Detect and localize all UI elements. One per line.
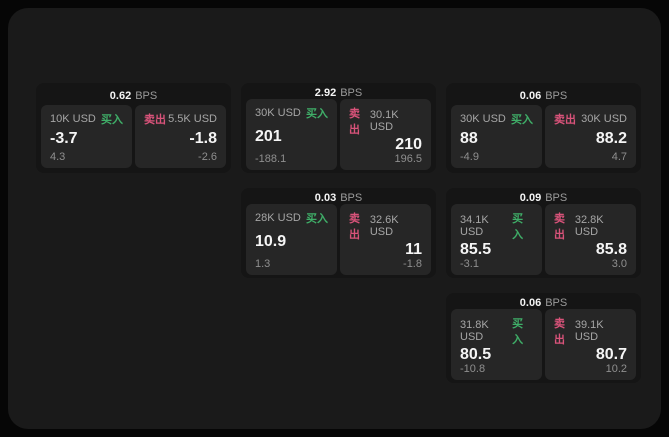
quote-card: 0.09 BPS 34.1K USD 买入 85.5 -3.1 卖出 32.8K… — [446, 188, 641, 278]
buy-tag: 买入 — [306, 213, 328, 225]
quote-card: 0.06 BPS 31.8K USD 买入 80.5 -10.8 卖出 39.1… — [446, 293, 641, 383]
sell-tag: 卖出 — [554, 318, 565, 346]
buy-price: 85.5 — [460, 241, 492, 258]
bps-value: 0.06 — [519, 297, 542, 309]
buy-tag: 买入 — [511, 114, 533, 126]
buy-tag: 买入 — [512, 213, 524, 241]
bps-unit-label: BPS — [340, 87, 363, 99]
buy-amount: 28K USD — [255, 212, 301, 224]
buy-price: 88 — [460, 130, 478, 147]
sell-sub-value: 10.2 — [605, 363, 627, 375]
app-page: 0.62 BPS 10K USD 买入 -3.7 4.3 卖出 5.5K USD — [8, 8, 661, 429]
bps-header: 0.03 BPS — [246, 192, 431, 204]
quote-card: 0.62 BPS 10K USD 买入 -3.7 4.3 卖出 5.5K USD — [36, 83, 231, 173]
sell-tag: 卖出 — [554, 213, 565, 241]
sell-amount: 30K USD — [581, 113, 627, 125]
buy-panel[interactable]: 30K USD 买入 201 -188.1 — [246, 99, 337, 170]
quote-card: 0.06 BPS 30K USD 买入 88 -4.9 卖出 30K USD — [446, 83, 641, 173]
bps-value: 0.62 — [109, 90, 132, 102]
sell-sub-value: 4.7 — [611, 151, 627, 163]
bps-header: 0.62 BPS — [41, 87, 226, 105]
buy-price: 201 — [255, 128, 282, 145]
sell-amount: 32.8K USD — [574, 214, 604, 238]
buy-tag: 买入 — [512, 318, 524, 346]
sell-sub-value: -2.6 — [198, 151, 217, 163]
sell-sub-value: 3.0 — [611, 258, 627, 270]
sell-panel[interactable]: 卖出 30K USD 88.2 4.7 — [545, 105, 636, 168]
buy-sub-value: 4.3 — [50, 151, 66, 163]
bps-value: 0.06 — [519, 90, 542, 102]
sell-price: 85.8 — [595, 241, 627, 258]
bps-value: 0.03 — [314, 192, 337, 204]
sell-tag: 卖出 — [144, 114, 166, 126]
buy-price: 10.9 — [255, 233, 287, 250]
buy-amount: 30K USD — [255, 107, 301, 119]
bps-unit-label: BPS — [545, 90, 568, 102]
sell-price: 210 — [395, 136, 422, 153]
buy-tag: 买入 — [101, 114, 123, 126]
buy-panel[interactable]: 31.8K USD 买入 80.5 -10.8 — [451, 309, 542, 380]
quote-grid: 0.62 BPS 10K USD 买入 -3.7 4.3 卖出 5.5K USD — [36, 83, 641, 383]
bps-header: 0.09 BPS — [451, 192, 636, 204]
sell-amount: 32.6K USD — [369, 214, 399, 238]
sell-tag: 卖出 — [349, 213, 360, 241]
sell-panel[interactable]: 卖出 39.1K USD 80.7 10.2 — [545, 309, 636, 380]
buy-panel[interactable]: 28K USD 买入 10.9 1.3 — [246, 204, 337, 275]
buy-tag: 买入 — [306, 108, 328, 120]
buy-sub-value: -3.1 — [460, 258, 479, 270]
sell-tag: 卖出 — [349, 108, 360, 136]
sell-price: -1.8 — [189, 130, 217, 147]
sell-amount: 30.1K USD — [369, 109, 399, 133]
sell-price: 80.7 — [595, 346, 627, 363]
bps-unit-label: BPS — [135, 90, 158, 102]
buy-panel[interactable]: 10K USD 买入 -3.7 4.3 — [41, 105, 132, 168]
bps-unit-label: BPS — [545, 192, 568, 204]
buy-sub-value: -4.9 — [460, 151, 479, 163]
bps-header: 2.92 BPS — [246, 87, 431, 99]
sell-panel[interactable]: 卖出 32.6K USD 11 -1.8 — [340, 204, 431, 275]
buy-amount: 31.8K USD — [460, 319, 489, 343]
sell-amount: 5.5K USD — [168, 113, 217, 125]
quote-card: 0.03 BPS 28K USD 买入 10.9 1.3 卖出 32.6K US… — [241, 188, 436, 278]
buy-price: 80.5 — [460, 346, 492, 363]
sell-panel[interactable]: 卖出 5.5K USD -1.8 -2.6 — [135, 105, 226, 168]
bps-unit-label: BPS — [545, 297, 568, 309]
buy-amount: 30K USD — [460, 113, 506, 125]
quote-card: 2.92 BPS 30K USD 买入 201 -188.1 卖出 30.1K … — [241, 83, 436, 173]
bps-header: 0.06 BPS — [451, 87, 636, 105]
sell-price: 88.2 — [595, 130, 627, 147]
bps-unit-label: BPS — [340, 192, 363, 204]
sell-panel[interactable]: 卖出 30.1K USD 210 196.5 — [340, 99, 431, 170]
buy-sub-value: -10.8 — [460, 363, 486, 375]
buy-panel[interactable]: 34.1K USD 买入 85.5 -3.1 — [451, 204, 542, 275]
sell-tag: 卖出 — [554, 114, 576, 126]
buy-sub-value: 1.3 — [255, 258, 271, 270]
buy-amount: 10K USD — [50, 113, 96, 125]
buy-amount: 34.1K USD — [460, 214, 489, 238]
sell-panel[interactable]: 卖出 32.8K USD 85.8 3.0 — [545, 204, 636, 275]
bps-value: 2.92 — [314, 87, 337, 99]
sell-price: 11 — [405, 241, 422, 258]
bps-header: 0.06 BPS — [451, 297, 636, 309]
bps-value: 0.09 — [519, 192, 542, 204]
sell-sub-value: 196.5 — [394, 153, 422, 165]
buy-sub-value: -188.1 — [255, 153, 287, 165]
buy-price: -3.7 — [50, 130, 78, 147]
sell-sub-value: -1.8 — [403, 258, 422, 270]
buy-panel[interactable]: 30K USD 买入 88 -4.9 — [451, 105, 542, 168]
sell-amount: 39.1K USD — [574, 319, 604, 343]
